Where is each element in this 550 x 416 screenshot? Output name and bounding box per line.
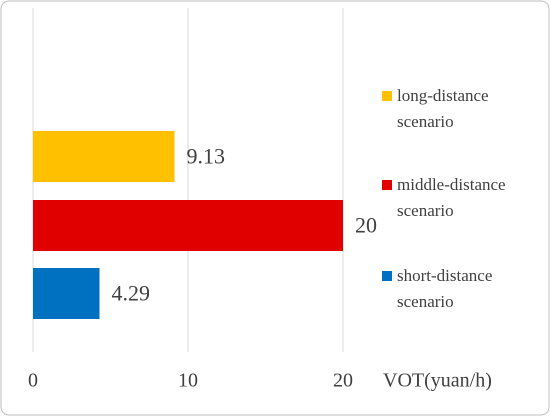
legend-item: middle-distance scenario — [382, 172, 522, 224]
x-tick-label: 0 — [28, 370, 38, 392]
data-label: 9.13 — [187, 144, 226, 169]
data-label: 4.29 — [111, 281, 149, 306]
bar — [33, 200, 343, 251]
legend-item: short-distance scenario — [382, 263, 522, 315]
legend-label: middle-distance scenario — [397, 175, 506, 220]
legend-label: long-distance scenario — [397, 86, 489, 131]
x-axis-title: VOT(yuan/h) — [383, 370, 492, 392]
bar — [33, 268, 100, 319]
legend-swatch — [382, 91, 392, 101]
legend-item: long-distance scenario — [382, 83, 522, 135]
data-label: 20 — [355, 213, 377, 238]
x-tick-label: 20 — [333, 370, 353, 392]
bar — [33, 131, 175, 182]
legend-swatch — [382, 271, 392, 281]
legend-swatch — [382, 180, 392, 190]
legend-label: short-distance scenario — [397, 266, 493, 311]
x-tick-label: 10 — [178, 370, 198, 392]
